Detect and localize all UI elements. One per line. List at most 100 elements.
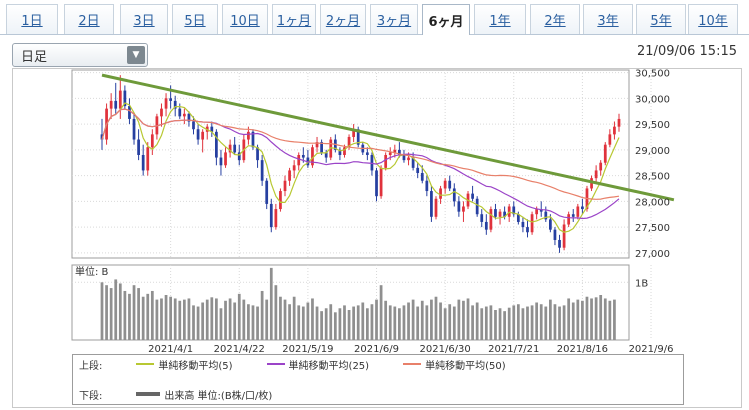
tab-3m[interactable]: 3ヶ月 <box>370 4 418 34</box>
candle-body <box>274 209 278 228</box>
volume-bar <box>512 305 516 340</box>
ma5-line <box>101 102 620 233</box>
candle-body <box>210 126 214 132</box>
candle-body <box>260 160 264 181</box>
tab-1m[interactable]: 1ヶ月 <box>272 4 316 34</box>
candle-body <box>457 201 461 212</box>
candle-body <box>416 167 420 174</box>
volume-bar <box>425 305 429 340</box>
candle-body <box>434 198 438 217</box>
y-tick-label: 29,000 <box>635 146 670 157</box>
volume-bar <box>443 308 447 340</box>
candle-body <box>237 152 241 161</box>
tab-1d[interactable]: 1日 <box>6 4 58 34</box>
volume-bar <box>475 302 479 340</box>
candle-body <box>297 154 301 166</box>
candle-body <box>375 170 378 197</box>
volume-bar <box>137 288 140 340</box>
tab-10y[interactable]: 10年 <box>688 4 738 34</box>
candle-body <box>251 131 255 148</box>
tab-2d[interactable]: 2日 <box>64 4 114 34</box>
legend-ma5: 単純移動平均(5) <box>136 357 233 372</box>
candle-body <box>365 152 369 155</box>
candle-body <box>567 214 571 225</box>
volume-bar <box>155 299 159 340</box>
volume-bar <box>233 302 237 340</box>
candle-body <box>420 173 424 181</box>
legend-ma5-swatch <box>136 363 155 365</box>
candle-body <box>411 157 415 168</box>
volume-bar <box>480 308 484 340</box>
volume-bar <box>558 306 561 340</box>
candle-body <box>146 147 150 171</box>
volume-bar <box>590 298 593 340</box>
volume-bar <box>603 298 607 340</box>
volume-bar <box>196 306 200 340</box>
tab-2y[interactable]: 2年 <box>530 4 580 34</box>
volume-bar <box>375 299 378 340</box>
candle-body <box>338 149 342 155</box>
candle-body <box>311 147 314 166</box>
x-tick-label: 2021/4/22 <box>214 344 265 355</box>
volume-bar <box>118 283 122 340</box>
volume-bar <box>251 305 255 340</box>
candle-body <box>388 152 392 155</box>
volume-bar <box>150 290 154 340</box>
tab-5d[interactable]: 5日 <box>172 4 218 34</box>
tab-10d[interactable]: 10日 <box>222 4 268 34</box>
candle-body <box>571 214 575 217</box>
volume-bar <box>594 297 598 340</box>
candle-body <box>558 239 561 248</box>
volume-bar <box>182 299 186 340</box>
volume-bar <box>237 293 241 340</box>
volume-bar <box>544 306 548 340</box>
candle-body <box>398 149 401 155</box>
volume-bar <box>265 299 269 340</box>
tab-6m[interactable]: 6ヶ月 <box>422 4 470 35</box>
candle-body <box>100 134 104 140</box>
volume-bar <box>439 302 442 340</box>
candle-body <box>503 211 506 217</box>
volume-bar <box>365 308 369 340</box>
volume-bar <box>535 302 539 340</box>
candle-body <box>489 209 493 230</box>
volume-bar <box>526 306 529 340</box>
volume-bar <box>333 312 337 340</box>
tab-1y[interactable]: 1年 <box>474 4 526 34</box>
volume-bar <box>201 302 205 340</box>
candle-body <box>196 129 200 140</box>
legend-ma25: 単純移動平均(25) <box>266 357 369 372</box>
volume-bar <box>269 267 273 340</box>
volume-bar <box>219 308 223 340</box>
interval-select[interactable]: 日足 ▼ <box>12 43 148 67</box>
legend-ma5-label: 単純移動平均(5) <box>158 360 233 372</box>
candle-body <box>265 180 269 204</box>
tab-3d[interactable]: 3日 <box>120 4 168 34</box>
volume-bar <box>416 306 420 340</box>
volume-bar <box>329 304 333 340</box>
tab-5y[interactable]: 5年 <box>636 4 686 34</box>
volume-unit-label: 単位: B <box>75 265 109 278</box>
candle-body <box>219 157 223 166</box>
volume-bar <box>100 282 104 340</box>
y-tick-label: 28,000 <box>635 197 670 208</box>
candle-body <box>384 154 388 168</box>
candle-body <box>512 206 516 215</box>
volume-bar <box>338 308 342 340</box>
tab-3y[interactable]: 3年 <box>583 4 633 34</box>
candle-body <box>201 131 205 140</box>
candle-body <box>233 144 237 153</box>
candle-body <box>169 98 173 101</box>
candle-body <box>425 180 429 192</box>
volume-bar <box>430 299 433 340</box>
volume-bar <box>462 300 465 340</box>
volume-bar <box>288 304 291 340</box>
volume-bar <box>471 305 474 340</box>
volume-bar <box>192 305 195 340</box>
tab-2m[interactable]: 2ヶ月 <box>320 4 366 34</box>
volume-bar <box>109 288 113 340</box>
candle-body <box>228 144 232 153</box>
candle-body <box>484 221 488 230</box>
candle-body <box>526 227 529 233</box>
ma50-line <box>101 108 620 200</box>
